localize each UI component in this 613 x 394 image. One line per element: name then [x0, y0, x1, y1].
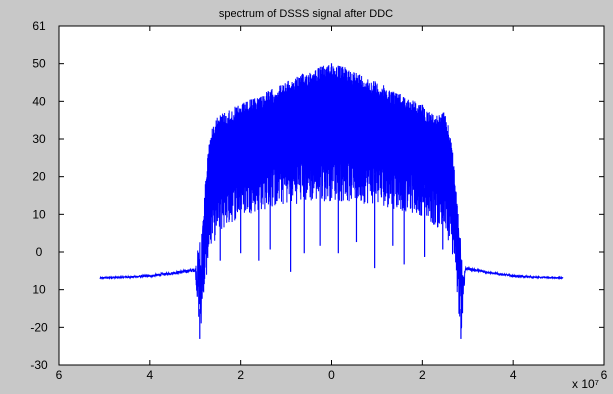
x-tick-label: 4	[146, 368, 153, 382]
y-tick-label: -20	[30, 320, 48, 334]
x-exponent-label: x 10⁷	[572, 377, 599, 391]
x-tick-label: 4	[510, 368, 517, 382]
y-tick-label: 40	[32, 94, 46, 108]
y-tick-label: -30	[30, 358, 48, 372]
x-tick-label: 6	[601, 368, 608, 382]
x-tick-label: 6	[56, 368, 63, 382]
chart-title: spectrum of DSSS signal after DDC	[219, 8, 393, 20]
x-axis: 6 4 2 0 2 4 6	[56, 26, 608, 382]
y-tick-label: 10	[32, 283, 46, 297]
y-tick-label: 50	[32, 57, 46, 71]
x-tick-label: 0	[328, 368, 335, 382]
y-tick-label: 61	[32, 19, 46, 33]
y-tick-label: 10	[32, 207, 46, 221]
plot-area	[99, 63, 564, 339]
x-tick-label: 2	[419, 368, 426, 382]
x-tick-label: 2	[237, 368, 244, 382]
y-tick-label: 30	[32, 132, 46, 146]
y-axis: 61 50 40 30 20 10 0 10 -20 -30	[30, 19, 604, 372]
y-tick-label: 0	[36, 245, 43, 259]
y-tick-label: 20	[32, 170, 46, 184]
